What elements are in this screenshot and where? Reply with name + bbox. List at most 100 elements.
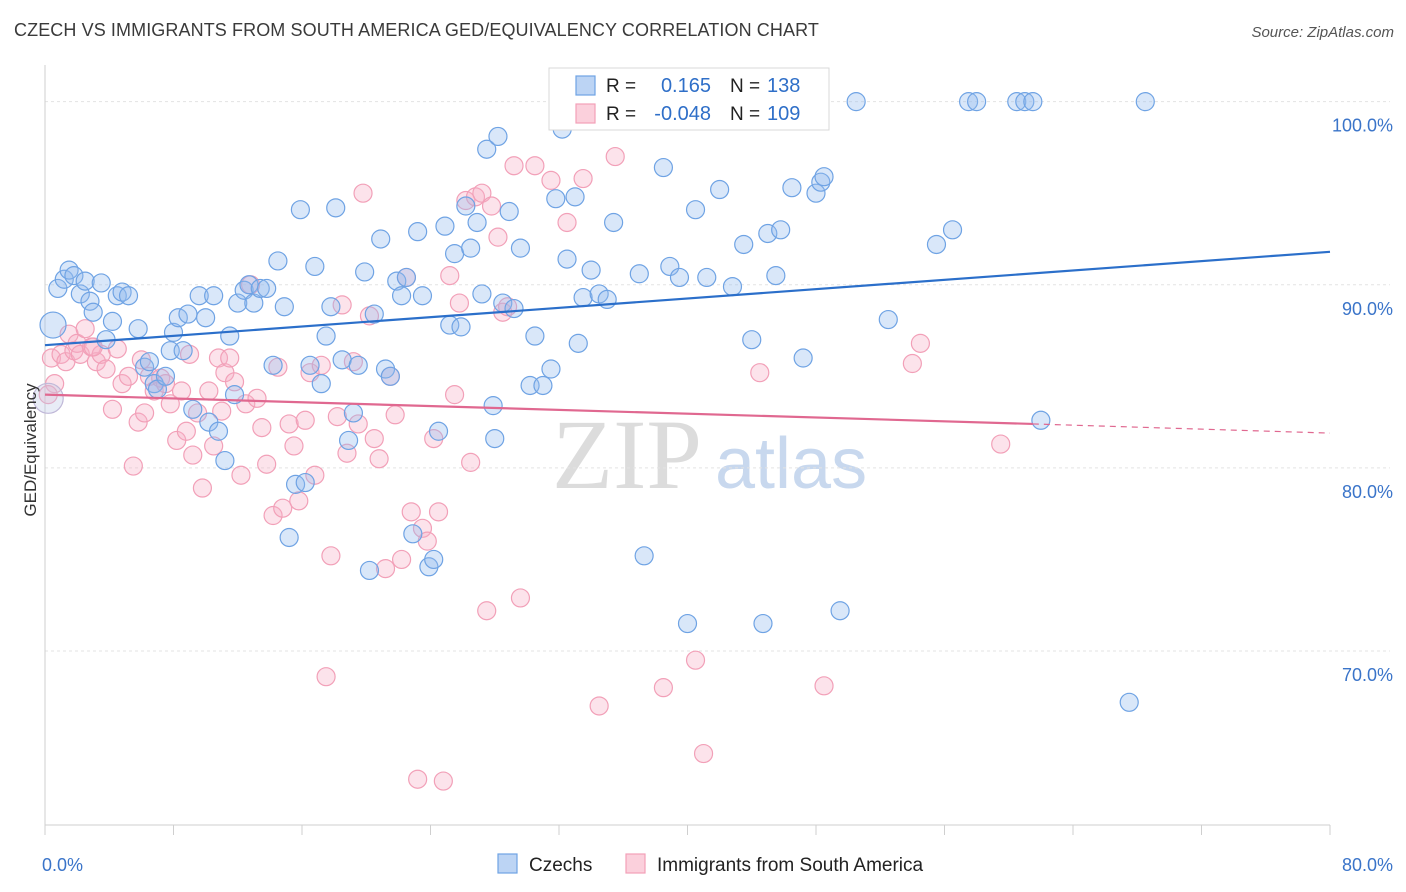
- czechs-point-81: [477, 139, 497, 159]
- czechs-point-11: [102, 311, 123, 331]
- immigrants-point-60: [353, 183, 373, 203]
- czechs-point-97: [568, 333, 588, 353]
- immigrants-point-43: [263, 505, 283, 526]
- czechs-point-64: [387, 271, 407, 291]
- immigrants-point-102: [910, 333, 931, 353]
- stats-czechs-r-value: 0.165: [661, 75, 711, 97]
- immigrants-point-8: [75, 319, 95, 339]
- czechs-point-115: [742, 330, 762, 350]
- immigrants-point-47: [284, 436, 304, 456]
- immigrants-point-96: [653, 678, 674, 698]
- stats-czechs-r-label: R =: [606, 76, 636, 97]
- legend-swatch-czechs: [497, 853, 518, 874]
- immigrants-point-79: [456, 190, 476, 211]
- czechs-point-71: [424, 549, 444, 570]
- czechs-point-32: [215, 450, 235, 471]
- czechs-point-56: [343, 403, 363, 423]
- czechs-point-17: [139, 352, 160, 372]
- czechs-point-79: [467, 212, 487, 233]
- czechs-point-126: [846, 92, 866, 112]
- czechs-point-98: [573, 287, 593, 308]
- czechs-point-58: [355, 262, 375, 282]
- series-czechs-points: [39, 92, 1155, 712]
- czechs-point-18: [144, 374, 164, 394]
- czechs-point-26: [183, 399, 203, 419]
- immigrants-point-49: [295, 410, 315, 430]
- czechs-point-124: [814, 167, 834, 187]
- immigrants-point-84: [481, 196, 502, 216]
- czechs-point-72: [428, 421, 449, 441]
- y-tick-label-2: 90.0%: [1342, 299, 1393, 319]
- immigrants-point-85: [488, 227, 508, 247]
- czechs-point-46: [290, 200, 310, 220]
- immigrants-point-76: [440, 266, 460, 286]
- stats-swatch-czechs: [575, 75, 596, 96]
- czechs-point-77: [456, 196, 476, 216]
- czechs-point-57: [348, 355, 368, 375]
- immigrants-point-70: [408, 769, 428, 789]
- immigrants-point-90: [525, 156, 545, 176]
- czechs-point-55: [338, 430, 359, 451]
- immigrants-point-91: [541, 170, 561, 190]
- czechs-point-28: [196, 308, 216, 328]
- chart-title: CZECH VS IMMIGRANTS FROM SOUTH AMERICA G…: [14, 20, 819, 40]
- bottom-legend: Czechs Immigrants from South America: [497, 853, 924, 876]
- immigrants-point-53: [316, 667, 336, 687]
- immigrants-point-101: [902, 353, 922, 374]
- immigrants-point-41: [252, 418, 272, 438]
- czechs-point-41: [263, 355, 283, 375]
- czechs-point-54: [332, 350, 352, 370]
- czechs-point-68: [408, 222, 428, 242]
- immigrants-point-94: [589, 696, 609, 716]
- czechs-point-45: [285, 474, 306, 494]
- stats-legend: R = 0.165 N = 138 R = -0.048 N = 109: [548, 67, 830, 131]
- chart-source: Source: ZipAtlas.com: [1251, 24, 1394, 41]
- czechs-point-53: [326, 198, 346, 218]
- czechs-point-84: [488, 126, 508, 147]
- immigrants-point-15: [112, 374, 132, 394]
- y-tick-label-3: 100.0%: [1332, 116, 1393, 136]
- czechs-point-113: [722, 276, 743, 297]
- immigrants-point-16: [118, 366, 139, 386]
- immigrants-point-98: [693, 743, 714, 764]
- trend-lines: [44, 250, 1331, 434]
- czechs-point-91: [533, 375, 553, 396]
- czechs-point-90: [525, 326, 545, 346]
- czechs-point-6: [75, 271, 95, 291]
- watermark-zip: ZIP: [552, 399, 702, 510]
- czechs-point-5: [70, 284, 90, 304]
- immigrants-point-74: [428, 502, 449, 522]
- czechs-point-7: [80, 291, 100, 311]
- immigrants-point-107: [179, 344, 200, 364]
- stats-immigrants-n-label: N =: [730, 104, 760, 125]
- immigrants-point-75: [433, 771, 453, 791]
- immigrants-point-19: [134, 403, 155, 423]
- czechs-point-137: [1135, 92, 1155, 112]
- czechs-point-109: [677, 613, 698, 634]
- czechs-point-69: [412, 286, 433, 306]
- x-tick-labels: 0.0% 80.0%: [42, 855, 1393, 875]
- stats-immigrants-r-label: R =: [606, 104, 636, 125]
- czechs-point-27: [189, 286, 209, 306]
- czechs-point-75: [444, 244, 465, 264]
- czechs-point-33: [220, 326, 240, 346]
- czechs-point-87: [504, 298, 524, 319]
- czechs-point-50: [311, 374, 331, 394]
- immigrants-point-78: [449, 293, 470, 313]
- stats-box-frame: [548, 67, 830, 131]
- immigrants-point-77: [444, 385, 465, 405]
- immigrants-point-62: [364, 428, 384, 449]
- czechs-point-14: [118, 286, 139, 306]
- immigrants-point-30: [192, 478, 213, 498]
- czechs-point-107: [660, 256, 680, 277]
- immigrants-point-28: [183, 445, 203, 465]
- czechs-point-0: [39, 311, 67, 339]
- czechs-point-47: [295, 472, 315, 493]
- czechs-point-39: [250, 278, 270, 299]
- immigrants-point-83: [477, 601, 497, 621]
- czechs-point-23: [168, 308, 188, 328]
- immigrants-point-45: [273, 498, 293, 518]
- czechs-point-30: [204, 286, 224, 306]
- czechs-point-136: [1119, 692, 1139, 712]
- czechs-point-73: [435, 216, 455, 236]
